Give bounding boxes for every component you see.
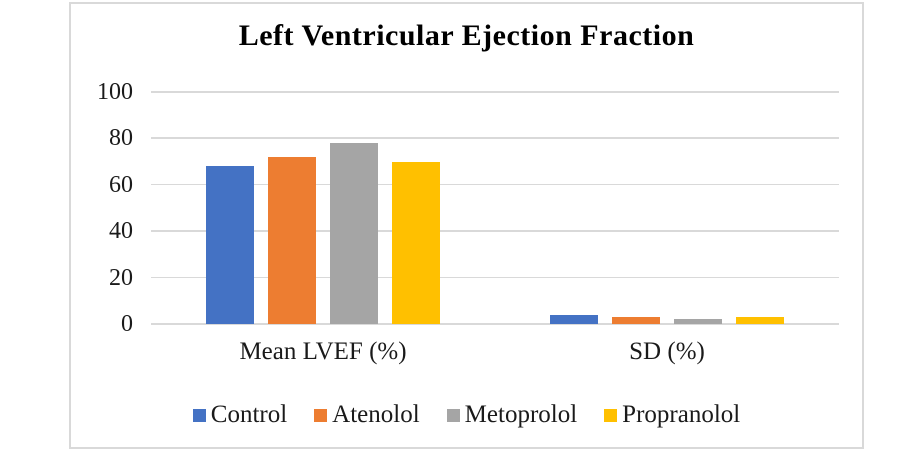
x-axis-label-mean-lvef: Mean LVEF (%) xyxy=(239,338,407,365)
bar-metoprolol-sd xyxy=(674,319,722,324)
legend-item-control: Control xyxy=(192,401,288,429)
bar-control-sd xyxy=(550,314,598,324)
legend-label-control: Control xyxy=(210,401,288,428)
bar-propranolol-mean-lvef xyxy=(392,161,440,324)
bar-metoprolol-mean-lvef xyxy=(330,143,378,324)
gridline-100 xyxy=(151,91,839,93)
y-tick-label-20: 20 xyxy=(109,264,133,291)
legend-label-atenolol: Atenolol xyxy=(332,401,420,428)
chart-frame: Left Ventricular Ejection Fraction 100 80… xyxy=(69,2,864,449)
legend-item-atenolol: Atenolol xyxy=(314,401,420,429)
legend-item-metoprolol: Metoprolol xyxy=(446,401,578,429)
x-axis-label-sd: SD (%) xyxy=(629,338,705,365)
legend-item-propranolol: Propranolol xyxy=(604,401,740,429)
chart-title: Left Ventricular Ejection Fraction xyxy=(238,19,695,52)
gridline-0 xyxy=(151,323,839,325)
bar-propranolol-sd xyxy=(736,317,784,324)
y-tick-label-80: 80 xyxy=(109,125,133,152)
y-tick-label-60: 60 xyxy=(109,171,133,198)
gridline-80 xyxy=(151,137,839,139)
bar-control-mean-lvef xyxy=(206,166,254,324)
legend: Control Atenolol Metoprolol Propranolol xyxy=(71,401,862,429)
legend-swatch-propranolol xyxy=(604,408,618,422)
legend-swatch-atenolol xyxy=(314,408,328,422)
legend-swatch-control xyxy=(192,408,206,422)
gridline-20 xyxy=(151,276,839,279)
legend-label-propranolol: Propranolol xyxy=(622,401,741,428)
bar-atenolol-mean-lvef xyxy=(268,156,316,324)
bar-atenolol-sd xyxy=(612,317,660,324)
legend-label-metoprolol: Metoprolol xyxy=(464,401,578,428)
y-tick-label-40: 40 xyxy=(109,218,133,245)
gridline-60 xyxy=(151,183,839,186)
y-tick-label-100: 100 xyxy=(97,79,133,105)
legend-swatch-metoprolol xyxy=(446,408,460,422)
y-tick-label-0: 0 xyxy=(121,311,133,337)
gridline-40 xyxy=(151,230,839,232)
